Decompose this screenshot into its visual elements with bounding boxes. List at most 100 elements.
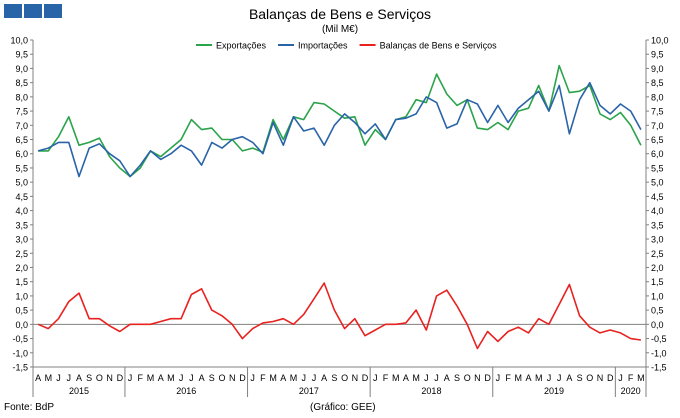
x-month-label: J — [496, 373, 501, 383]
y-tick-label-left: 5,0 — [15, 178, 28, 188]
x-month-label: A — [321, 373, 327, 383]
x-month-label: A — [280, 373, 286, 383]
series-line-3 — [37, 282, 642, 350]
y-tick-label-left: 8,5 — [15, 78, 28, 88]
y-tick-label-left: 1,5 — [15, 277, 28, 287]
x-month-label: N — [106, 373, 113, 383]
y-tick-label-left: 4,5 — [15, 192, 28, 202]
y-tick-label-right: 4,0 — [651, 206, 664, 216]
x-month-label: A — [199, 373, 205, 383]
x-month-label: J — [250, 373, 255, 383]
x-month-label: M — [637, 373, 645, 383]
y-tick-label-right: 1,5 — [651, 277, 664, 287]
y-tick-label-right: -1,5 — [651, 363, 667, 373]
x-year-label: 2019 — [544, 386, 564, 396]
y-tick-label-left: 9,0 — [15, 64, 28, 74]
y-tick-label-right: 2,5 — [651, 249, 664, 259]
y-tick-label-right: 8,5 — [651, 78, 664, 88]
x-month-label: N — [229, 373, 236, 383]
y-tick-label-right: 8,0 — [651, 92, 664, 102]
x-month-label: D — [239, 373, 246, 383]
x-month-label: A — [403, 373, 409, 383]
x-month-label: M — [45, 373, 53, 383]
chart-credit: (Gráfico: GEE) — [310, 402, 376, 413]
y-tick-label-left: 0,5 — [15, 306, 28, 316]
x-month-label: S — [331, 373, 337, 383]
y-tick-label-left: -0,5 — [12, 334, 28, 344]
y-tick-label-right: 10,0 — [651, 36, 669, 46]
x-month-label: J — [557, 373, 562, 383]
y-tick-label-left: -1,5 — [12, 363, 28, 373]
x-year-label: 2016 — [176, 386, 196, 396]
y-tick-label-left: 5,5 — [15, 163, 28, 173]
y-tick-label-right: 3,0 — [651, 235, 664, 245]
x-month-label: F — [260, 373, 266, 383]
y-tick-label-left: 10,0 — [10, 36, 28, 46]
x-month-label: F — [505, 373, 511, 383]
logo-block — [44, 4, 62, 18]
y-tick-label-left: 1,0 — [15, 291, 28, 301]
legend-label-2: Importações — [298, 41, 348, 51]
y-tick-label-right: 5,0 — [651, 178, 664, 188]
x-year-label: 2015 — [69, 386, 89, 396]
y-tick-label-right: 0,5 — [651, 306, 664, 316]
x-month-label: S — [86, 373, 92, 383]
y-tick-label-right: 9,5 — [651, 50, 664, 60]
logo-block — [4, 4, 22, 18]
source-note: Fonte: BdP — [4, 402, 55, 413]
y-tick-label-left: 7,0 — [15, 121, 28, 131]
y-tick-label-right: 2,0 — [651, 263, 664, 273]
y-tick-label-left: 2,5 — [15, 249, 28, 259]
x-month-label: D — [607, 373, 614, 383]
y-tick-label-left: 8,0 — [15, 92, 28, 102]
y-tick-label-left: 7,5 — [15, 107, 28, 117]
x-year-label: 2020 — [621, 386, 641, 396]
x-month-label: M — [515, 373, 523, 383]
x-month-label: J — [128, 373, 133, 383]
x-month-label: J — [189, 373, 194, 383]
x-month-label: A — [76, 373, 82, 383]
y-tick-label-left: 6,0 — [15, 149, 28, 159]
x-month-label: J — [434, 373, 439, 383]
y-tick-label-left: 6,5 — [15, 135, 28, 145]
x-month-label: O — [341, 373, 348, 383]
legend-label-3: Balanças de Bens e Serviços — [380, 41, 498, 51]
x-month-label: M — [269, 373, 277, 383]
x-month-label: J — [312, 373, 317, 383]
x-month-label: S — [577, 373, 583, 383]
x-month-label: M — [290, 373, 298, 383]
y-tick-label-left: 3,5 — [15, 220, 28, 230]
series-line-1 — [38, 64, 642, 178]
x-month-label: J — [179, 373, 184, 383]
y-tick-label-left: 0,0 — [15, 320, 28, 330]
x-month-label: A — [158, 373, 164, 383]
x-month-label: N — [474, 373, 481, 383]
x-month-label: J — [547, 373, 552, 383]
x-year-label: 2018 — [421, 386, 441, 396]
x-month-label: A — [35, 373, 41, 383]
x-month-label: J — [67, 373, 72, 383]
x-month-label: O — [464, 373, 471, 383]
y-tick-label-right: 6,5 — [651, 135, 664, 145]
x-month-label: J — [301, 373, 306, 383]
x-month-label: O — [586, 373, 593, 383]
legend-label-1: Exportações — [216, 41, 267, 51]
x-month-label: M — [147, 373, 155, 383]
y-tick-label-right: 5,5 — [651, 163, 664, 173]
x-month-label: O — [96, 373, 103, 383]
x-month-label: M — [535, 373, 543, 383]
y-tick-label-left: 4,0 — [15, 206, 28, 216]
x-month-label: F — [138, 373, 144, 383]
x-month-label: D — [362, 373, 369, 383]
x-month-label: M — [412, 373, 420, 383]
x-month-label: M — [167, 373, 175, 383]
logo-block — [24, 4, 42, 18]
y-tick-label-right: 6,0 — [651, 149, 664, 159]
y-tick-label-right: -0,5 — [651, 334, 667, 344]
y-tick-label-right: 3,5 — [651, 220, 664, 230]
x-month-label: N — [597, 373, 604, 383]
logo — [4, 4, 62, 18]
x-month-label: N — [352, 373, 359, 383]
y-tick-label-right: 4,5 — [651, 192, 664, 202]
